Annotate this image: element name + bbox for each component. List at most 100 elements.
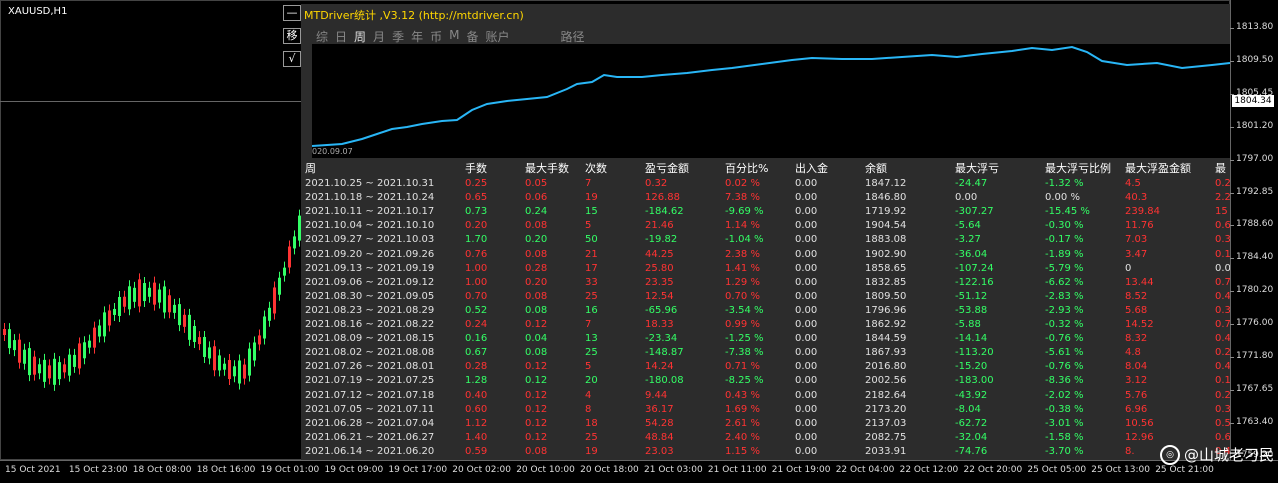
- candle-body: [108, 310, 111, 326]
- table-cell-week: 2021.09.20 ~ 2021.09.26: [305, 248, 435, 260]
- candle-body: [228, 360, 231, 380]
- table-cell-extra: 0.3: [1215, 234, 1231, 246]
- table-cell-maxlots: 0.08: [525, 248, 548, 260]
- table-cell-extra: 0.3: [1215, 304, 1231, 316]
- table-cell-mddp: -5.61 %: [1045, 347, 1084, 359]
- table-cell-mdd: -15.20: [955, 361, 988, 373]
- candle-body: [43, 359, 46, 382]
- y-tick-label: 1792.85: [1236, 186, 1274, 197]
- x-tick-label: 22 Oct 20:00: [963, 465, 1023, 475]
- candle-body: [93, 327, 96, 348]
- table-cell-mfe: 6.96: [1125, 403, 1148, 415]
- table-cell-maxlots: 0.08: [525, 290, 548, 302]
- table-cell-bal: 1847.12: [865, 178, 907, 189]
- table-cell-bal: 1883.08: [865, 234, 907, 246]
- table-cell-pl: 0.32: [645, 178, 668, 189]
- candle-body: [18, 339, 21, 363]
- table-cell-count: 33: [585, 276, 598, 288]
- table-cell-pl: -23.34: [645, 333, 678, 345]
- y-tick-label: 1780.20: [1236, 285, 1274, 296]
- table-cell-lots: 0.24: [465, 319, 488, 330]
- table-cell-maxlots: 0.08: [525, 304, 548, 316]
- column-header: 最: [1215, 162, 1226, 175]
- table-cell-mdd: 0.00: [955, 192, 978, 204]
- candle-body: [78, 343, 81, 369]
- table-cell-mdd: -107.24: [955, 262, 994, 274]
- table-cell-mddp: -1.58 %: [1045, 431, 1084, 443]
- table-cell-count: 8: [585, 403, 592, 415]
- table-cell-mdd: -183.00: [955, 375, 994, 387]
- table-cell-io: 0.00: [795, 178, 818, 189]
- table-cell-mfe: 4.5: [1125, 178, 1141, 189]
- table-cell-count: 5: [585, 220, 592, 232]
- table-cell-mddp: -1.89 %: [1045, 248, 1084, 260]
- table-cell-week: 2021.07.19 ~ 2021.07.25: [305, 375, 435, 387]
- x-tick-label: 19 Oct 09:00: [324, 465, 384, 475]
- y-tick-mark: [1230, 357, 1234, 358]
- table-cell-mdd: -51.12: [955, 290, 988, 302]
- table-cell-pct: -9.69 %: [725, 206, 764, 218]
- table-cell-mddp: -2.93 %: [1045, 304, 1084, 316]
- y-tick-mark: [1230, 60, 1234, 62]
- table-cell-bal: 1902.90: [865, 248, 907, 260]
- y-tick-label: 1788.60: [1236, 219, 1274, 230]
- tab-6[interactable]: 币: [430, 30, 443, 44]
- candle-body: [118, 296, 121, 316]
- tab-3[interactable]: 月: [373, 30, 386, 44]
- x-tick-label: 20 Oct 02:00: [452, 465, 511, 475]
- table-cell-pl: 36.17: [645, 403, 674, 415]
- table-cell-pl: 54.28: [645, 417, 674, 429]
- candle-body: [273, 287, 276, 314]
- tab-9[interactable]: 账户: [485, 30, 510, 44]
- tab-1[interactable]: 日: [335, 30, 348, 44]
- y-tick-mark: [1230, 28, 1234, 29]
- tab-7[interactable]: M: [449, 28, 460, 42]
- table-cell-mdd: -307.27: [955, 206, 994, 218]
- table-cell-mdd: -5.64: [955, 220, 981, 232]
- tab-8[interactable]: 备: [466, 30, 479, 44]
- table-cell-pl: 18.33: [645, 319, 674, 330]
- table-cell-mdd: -122.16: [955, 276, 994, 288]
- table-cell-extra: 0.4: [1215, 333, 1231, 345]
- column-header: 最大手数: [525, 162, 569, 175]
- table-cell-maxlots: 0.12: [525, 417, 548, 429]
- symbol-label: XAUUSD,H1: [8, 6, 68, 17]
- period-tabs: 综日周月季年币 M 备账户 路径: [316, 28, 592, 45]
- tab-0[interactable]: 综: [316, 30, 329, 44]
- table-cell-mfe: 5.68: [1125, 304, 1148, 316]
- table-cell-io: 0.00: [795, 192, 818, 204]
- table-cell-pl: 12.54: [645, 290, 674, 302]
- table-cell-maxlots: 0.12: [525, 361, 548, 373]
- candle-body: [213, 346, 216, 371]
- table-cell-io: 0.00: [795, 220, 818, 232]
- move-button[interactable]: 移: [283, 28, 301, 44]
- table-cell-mddp: -15.45 %: [1045, 206, 1090, 218]
- x-tick-label: 19 Oct 01:00: [260, 465, 320, 475]
- candle-body: [218, 355, 221, 371]
- table-cell-extra: 0.5: [1215, 417, 1231, 429]
- tab-4[interactable]: 季: [392, 30, 405, 44]
- table-cell-mddp: -0.17 %: [1045, 234, 1084, 246]
- watermark-text: @山城老刁民: [1184, 446, 1275, 464]
- x-tick-label: 19 Oct 17:00: [388, 465, 448, 475]
- table-cell-extra: 0.1: [1215, 375, 1231, 387]
- table-cell-week: 2021.08.23 ~ 2021.08.29: [305, 304, 435, 316]
- table-cell-mdd: -74.76: [955, 445, 988, 457]
- chart-divider: [0, 101, 301, 102]
- table-cell-io: 0.00: [795, 234, 818, 246]
- minimize-button[interactable]: —: [283, 5, 301, 21]
- table-cell-mdd: -32.04: [955, 431, 988, 443]
- x-tick-label: 25 Oct 13:00: [1091, 465, 1150, 475]
- tab-2[interactable]: 周: [354, 30, 367, 44]
- table-cell-pl: -65.96: [645, 304, 678, 316]
- tab-10[interactable]: 路径: [560, 30, 585, 44]
- y-tick-label: 1809.50: [1236, 54, 1274, 65]
- table-cell-mfe: 4.8: [1125, 347, 1141, 359]
- table-cell-bal: 2173.20: [865, 403, 907, 415]
- table-cell-count: 25: [585, 431, 598, 443]
- candle-body: [128, 286, 131, 310]
- y-tick-mark: [1230, 389, 1234, 391]
- column-header: 最大浮亏比例: [1045, 162, 1111, 175]
- confirm-button[interactable]: √: [283, 51, 301, 67]
- tab-5[interactable]: 年: [411, 30, 424, 44]
